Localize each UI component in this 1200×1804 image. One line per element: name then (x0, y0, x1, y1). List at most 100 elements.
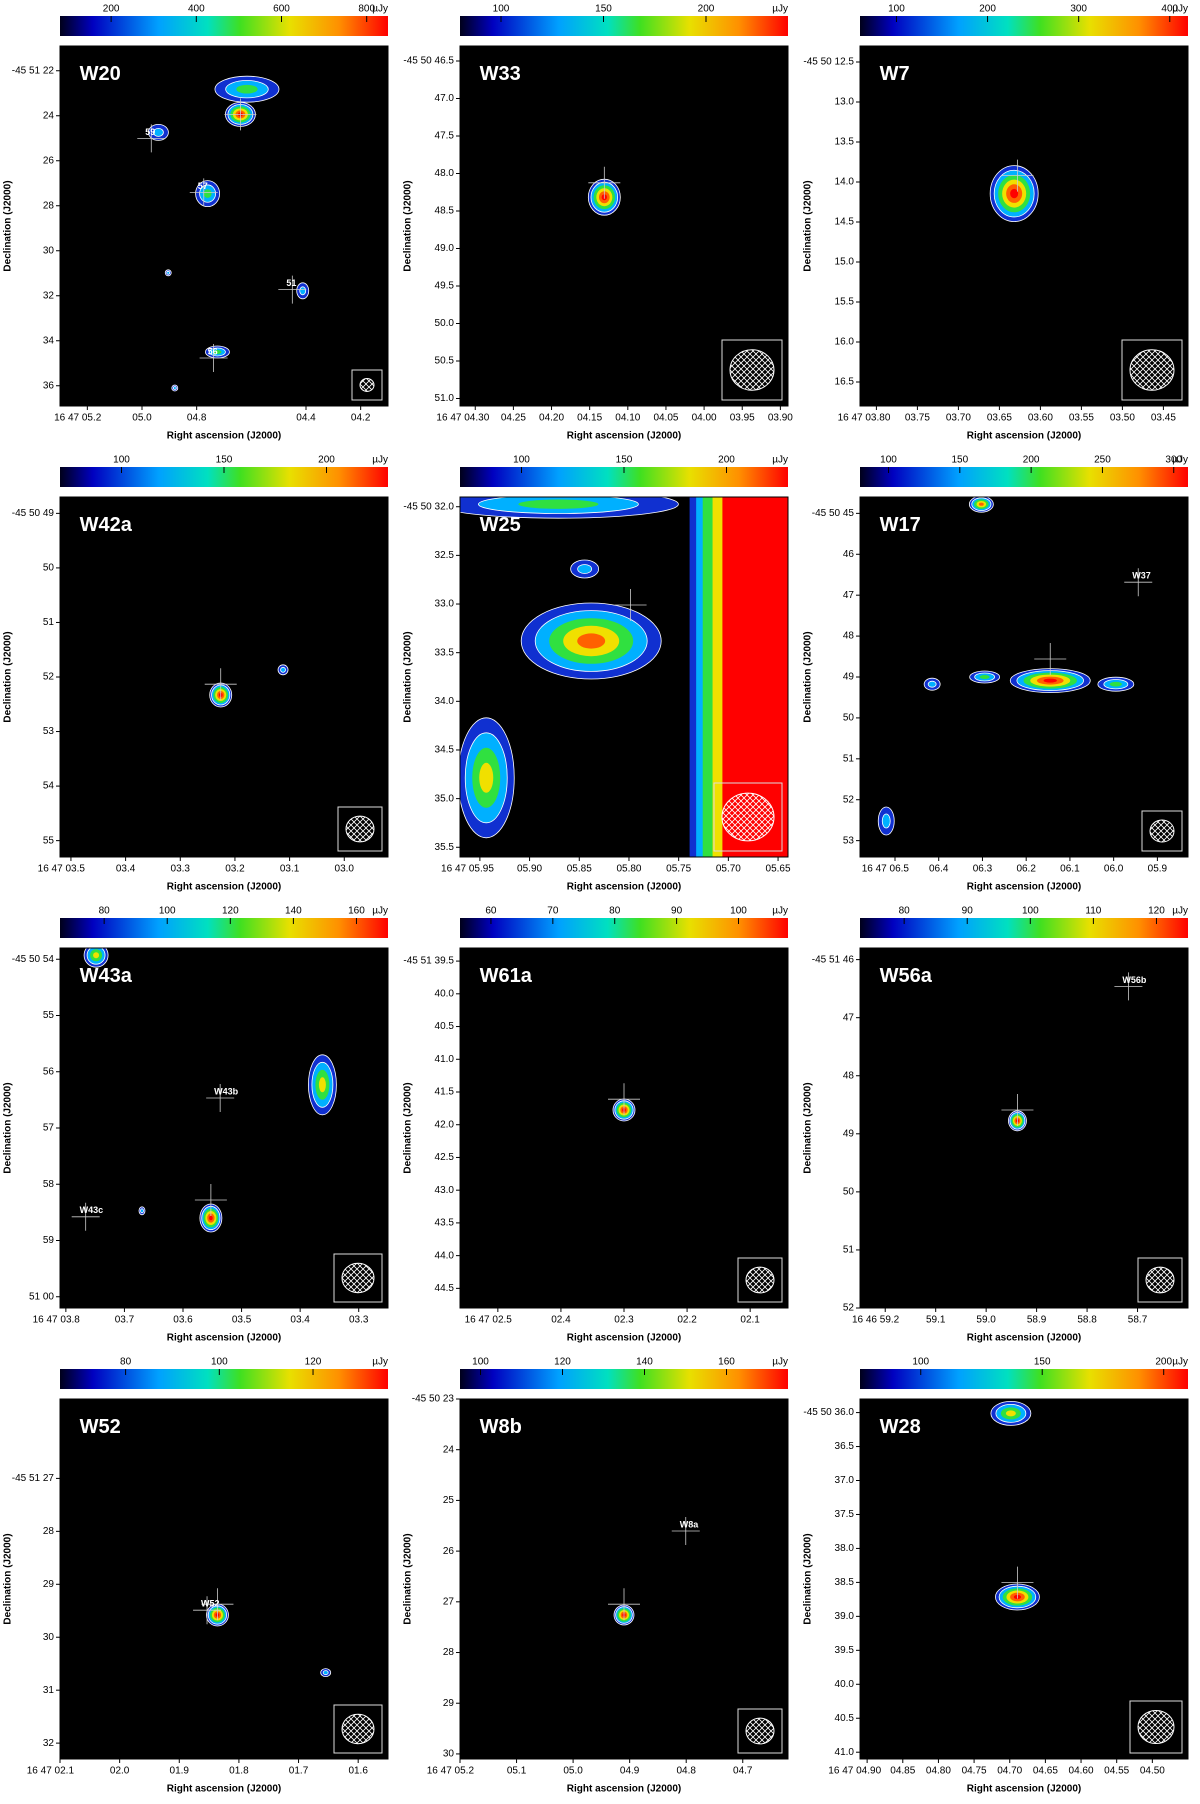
colorbar-gap (60, 487, 388, 493)
source-cross (614, 589, 647, 621)
y-tick-label: 57 (43, 1123, 55, 1134)
y-tick-label: -45 51 46 (812, 954, 855, 965)
y-tick-label: 35.5 (435, 842, 455, 853)
map (60, 497, 388, 857)
x-axis-label: Right ascension (J2000) (967, 431, 1081, 442)
beam (341, 1262, 375, 1294)
colorbar-tick-label: 140 (636, 1357, 653, 1368)
x-tick-label: 04.4 (296, 413, 316, 424)
emission (203, 189, 212, 198)
y-tick-label: 27 (443, 1596, 455, 1607)
y-tick-label: 37.5 (835, 1509, 855, 1520)
emission (140, 1208, 144, 1214)
y-tick-label: 51.0 (435, 393, 455, 404)
x-tick-label: 03.95 (730, 413, 755, 424)
x-tick-label: 16 47 02.5 (465, 1315, 513, 1326)
y-tick-label: 44.5 (435, 1283, 455, 1294)
x-tick-label: 03.65 (987, 413, 1012, 424)
colorbar-gap (60, 36, 388, 42)
x-axis-label: Right ascension (J2000) (167, 882, 281, 893)
colorbar-gap (460, 1389, 788, 1395)
map: 59 57 51 56 (60, 46, 388, 406)
y-tick-label: 58 (43, 1179, 55, 1190)
x-axis-label: Right ascension (J2000) (567, 1333, 681, 1344)
y-tick-label: 47 (843, 1012, 855, 1023)
panel-label: W33 (480, 63, 521, 85)
x-tick-label: 06.2 (1016, 864, 1036, 875)
y-axis-label: Declination (J2000) (403, 180, 414, 271)
source-cross (1034, 643, 1067, 675)
emission (93, 952, 100, 959)
y-tick-label: 41.0 (835, 1747, 855, 1758)
emission (577, 564, 593, 574)
x-tick-label: 03.0 (335, 864, 355, 875)
y-tick-label: 34.0 (435, 696, 455, 707)
panel-label: W8b (480, 1416, 522, 1438)
x-tick-label: 02.3 (614, 1315, 634, 1326)
panel-label: W42a (80, 514, 133, 536)
colorbar-unit: µJy (772, 906, 788, 917)
panel-label: W28 (880, 1416, 921, 1438)
source-cross (608, 1588, 640, 1621)
y-tick-label: 41.5 (435, 1087, 455, 1098)
colorbar-unit: µJy (372, 4, 388, 15)
colorbar (60, 467, 388, 487)
x-axis-label: Right ascension (J2000) (167, 1784, 281, 1795)
x-tick-label: 06.0 (1104, 864, 1124, 875)
panel-label: W17 (880, 514, 921, 536)
y-axis-label: Declination (J2000) (803, 631, 814, 722)
y-tick-label: 50 (843, 713, 855, 724)
source-cross (278, 275, 307, 304)
y-tick-label: 55 (43, 1010, 55, 1021)
source-label: 51 (286, 278, 296, 288)
x-tick-label: 01.6 (348, 1766, 368, 1777)
colorbar-tick-label: 400 (188, 4, 205, 15)
x-tick-label: 01.8 (229, 1766, 249, 1777)
x-tick-label: 16 47 03.5 (38, 864, 86, 875)
map-background (60, 497, 388, 857)
panel-label: W43a (80, 965, 133, 987)
colorbar-tick-label: 100 (113, 455, 130, 466)
colorbar-gap (860, 938, 1188, 944)
y-tick-label: 26 (43, 155, 55, 166)
y-tick-label: 49.5 (435, 281, 455, 292)
x-axis-label: Right ascension (J2000) (967, 1333, 1081, 1344)
beam (359, 378, 375, 392)
x-tick-label: 03.55 (1069, 413, 1094, 424)
source-cross (199, 344, 228, 372)
source-label: W43b (214, 1086, 239, 1096)
x-tick-label: 03.2 (225, 864, 245, 875)
y-tick-label: 41.0 (435, 1054, 455, 1065)
emission (322, 1670, 329, 1675)
x-tick-label: 03.3 (349, 1315, 369, 1326)
colorbar-gap (460, 487, 788, 493)
x-tick-label: 03.1 (280, 864, 300, 875)
map-background (60, 1399, 388, 1759)
x-tick-label: 05.70 (716, 864, 741, 875)
colorbar-unit: µJy (772, 1357, 788, 1368)
colorbar-tick-label: 80 (609, 906, 621, 917)
emission (280, 666, 286, 673)
colorbar-tick-label: 120 (222, 906, 239, 917)
colorbar-tick-label: 100 (912, 1357, 929, 1368)
y-tick-label: 48 (843, 1070, 855, 1081)
x-tick-label: 16 47 05.2 (427, 1766, 475, 1777)
colorbar-tick-label: 80 (99, 906, 111, 917)
y-axis-label: Declination (J2000) (803, 180, 814, 271)
x-tick-label: 58.9 (1027, 1315, 1047, 1326)
plot-frame (59, 1398, 389, 1760)
x-tick-label: 05.1 (507, 1766, 527, 1777)
y-tick-label: 28 (43, 200, 55, 211)
emission (1010, 188, 1019, 199)
x-tick-label: 16 47 03.80 (838, 413, 891, 424)
colorbar-tick-label: 90 (671, 906, 683, 917)
panel-label: W20 (80, 63, 121, 85)
emission (152, 127, 164, 137)
y-tick-label: 33.0 (435, 599, 455, 610)
y-tick-label: 13.5 (835, 137, 855, 148)
colorbar (860, 16, 1188, 36)
map (860, 46, 1188, 406)
y-tick-label: 50 (43, 563, 55, 574)
colorbar-tick-label: 300 (1165, 455, 1182, 466)
x-tick-label: 03.7 (115, 1315, 135, 1326)
